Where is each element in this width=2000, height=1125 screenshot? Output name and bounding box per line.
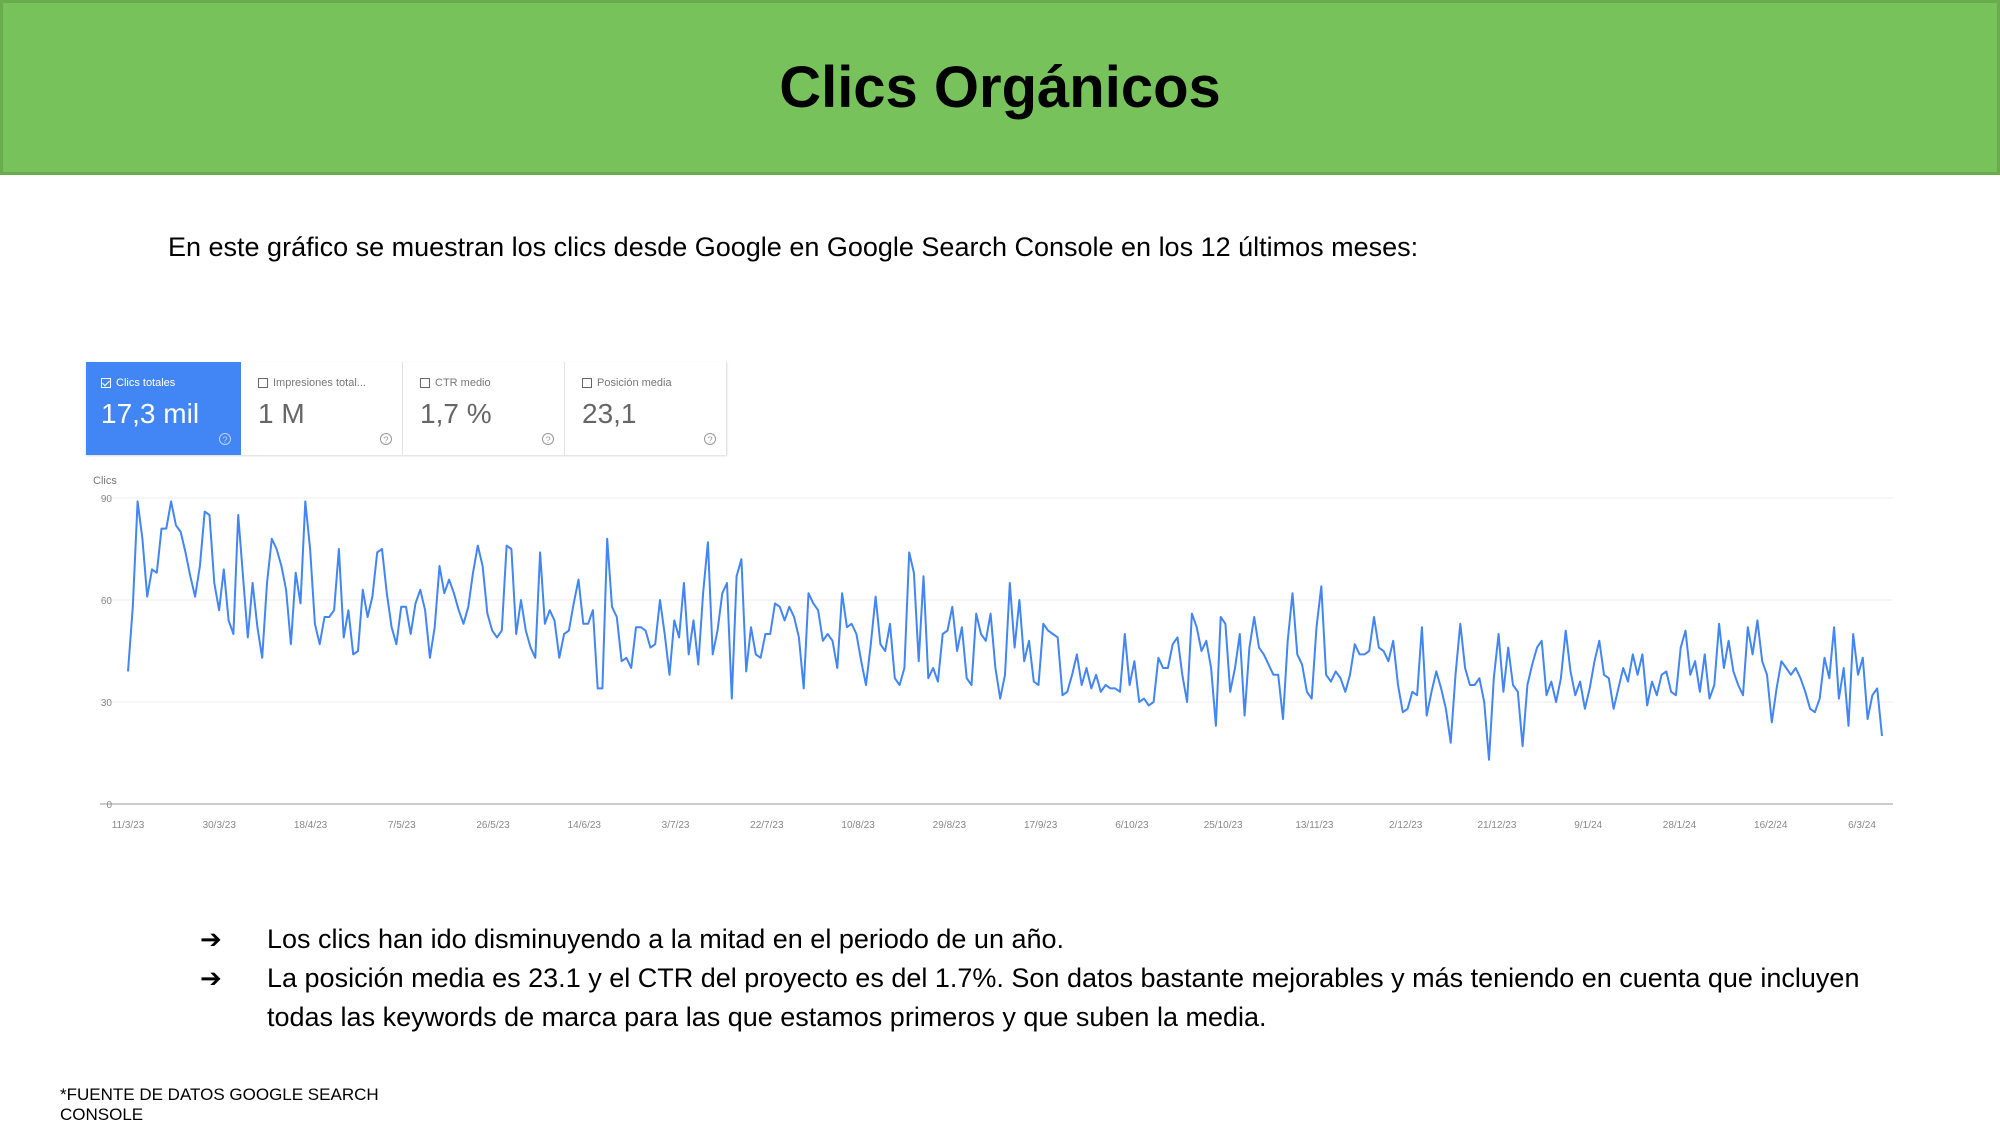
x-tick-label: 28/1/24 [1663,820,1697,831]
y-tick-label: 90 [101,494,113,505]
metric-label: Clics totales [116,377,176,389]
x-tick-label: 13/11/23 [1295,820,1334,831]
x-tick-label: 2/12/23 [1389,820,1423,831]
metric-label: CTR medio [435,377,491,389]
x-tick-label: 17/9/23 [1024,820,1058,831]
question-circle-icon[interactable]: ? [704,433,716,445]
source-note: *FUENTE DE DATOS GOOGLE SEARCH CONSOLE [60,1085,379,1124]
bullet-text: Los clics han ido disminuyendo a la mita… [267,924,1065,954]
metric-card-position[interactable]: Posición media 23,1 ? [565,362,727,455]
x-tick-label: 29/8/23 [933,820,967,831]
x-tick-label: 22/7/23 [750,820,784,831]
metric-card-clicks[interactable]: Clics totales 17,3 mil ? [86,362,241,455]
metric-card-ctr[interactable]: CTR medio 1,7 % ? [403,362,565,455]
metric-value: 23,1 [582,398,637,429]
bullet-text: La posición media es 23.1 y el CTR del p… [267,963,1860,1032]
x-tick-label: 25/10/23 [1204,820,1243,831]
metric-value: 1,7 % [420,398,492,429]
x-tick-label: 14/6/23 [568,820,602,831]
question-circle-icon[interactable]: ? [542,433,554,445]
page-title: Clics Orgánicos [779,55,1221,120]
checkbox-icon[interactable] [420,378,430,388]
x-tick-label: 30/3/23 [203,820,237,831]
y-tick-label: 60 [101,596,113,607]
checkbox-icon[interactable] [582,378,592,388]
metric-label: Posición media [597,377,672,389]
x-tick-label: 9/1/24 [1574,820,1602,831]
clicks-line-chart: Clics 0 30 60 90 11/3/23 30/3/23 18/4/23 7/5/23 2… [93,475,1893,831]
x-tick-label: 7/5/23 [388,820,416,831]
metric-value: 17,3 mil [101,398,200,429]
x-tick-label: 3/7/23 [662,820,690,831]
x-tick-label: 6/10/23 [1115,820,1149,831]
bullet-list: ➔ Los clics han ido disminuyendo a la mi… [200,920,1887,1037]
clicks-series-line [127,500,1883,761]
question-circle-icon[interactable]: ? [219,433,231,445]
title-banner: Clics Orgánicos [0,0,2000,175]
metric-value: 1 M [258,398,305,429]
question-circle-icon[interactable]: ? [380,433,392,445]
x-tick-label: 6/3/24 [1848,820,1876,831]
arrow-right-icon: ➔ [200,963,222,993]
x-tick-label: 26/5/23 [476,820,510,831]
arrow-right-icon: ➔ [200,924,222,954]
x-tick-label: 16/2/24 [1754,820,1788,831]
y-tick-label: 30 [101,698,113,709]
x-tick-label: 10/8/23 [841,820,875,831]
intro-text: En este gráfico se muestran los clics de… [168,232,1419,262]
metric-label: Impresiones total... [273,377,366,389]
x-tick-label: 11/3/23 [112,820,145,831]
metric-card-impressions[interactable]: Impresiones total... 1 M ? [241,362,403,455]
y-tick-label: 0 [106,800,112,811]
metric-cards: Clics totales 17,3 mil ? Impresiones tot… [86,362,727,455]
bullet-item: ➔ Los clics han ido disminuyendo a la mi… [200,920,1887,959]
x-tick-label: 21/12/23 [1477,820,1516,831]
y-axis-label: Clics [93,475,117,487]
checkbox-checked-icon[interactable] [101,378,111,388]
x-tick-label: 18/4/23 [294,820,328,831]
bullet-item: ➔ La posición media es 23.1 y el CTR del… [200,959,1887,1037]
checkbox-icon[interactable] [258,378,268,388]
